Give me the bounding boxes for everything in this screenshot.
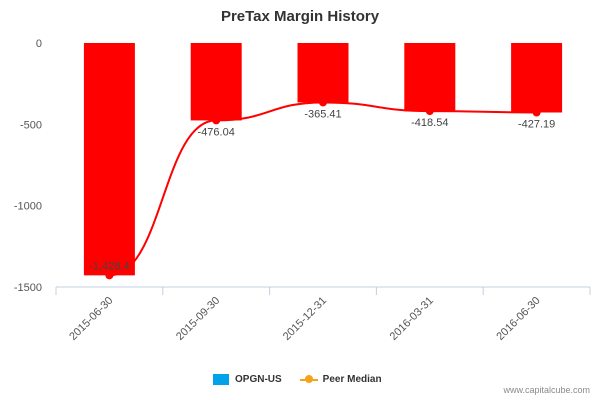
bar-series <box>83 43 563 276</box>
y-tick-label: -1000 <box>14 201 42 213</box>
x-tick-label: 2015-12-31 <box>281 295 329 343</box>
peer-median-marker <box>212 116 221 125</box>
legend-label-opgn: OPGN-US <box>235 374 282 385</box>
data-label: -476.04 <box>198 126 235 138</box>
y-tick-label: -500 <box>20 119 42 131</box>
y-tick-label: -1500 <box>14 282 42 294</box>
x-tick-label: 2015-09-30 <box>174 295 222 343</box>
x-tick-label: 2015-06-30 <box>67 295 115 343</box>
y-tick-label: 0 <box>36 38 42 50</box>
x-tick-label: 2016-06-30 <box>494 295 542 343</box>
bar <box>83 43 135 276</box>
peer-median-line <box>109 101 537 277</box>
x-tick-label: 2016-03-31 <box>388 295 436 343</box>
legend-bar-swatch <box>213 374 229 385</box>
data-label: -1,428.4 <box>89 260 129 272</box>
peer-median-marker <box>532 108 541 117</box>
peer-median-marker <box>425 107 434 116</box>
y-axis-labels: 0 -500 -1000 -1500 <box>14 38 42 294</box>
bar <box>511 43 563 113</box>
data-labels: -1,428.4 -476.04 -365.41 -418.54 -427.19 <box>89 108 555 272</box>
peer-median-marker <box>105 271 114 280</box>
source-credit: www.capitalcube.com <box>503 385 590 395</box>
chart-title: PreTax Margin History <box>220 8 380 25</box>
bar <box>404 43 456 112</box>
data-label: -427.19 <box>518 118 555 130</box>
bar <box>190 43 242 121</box>
peer-median-marker <box>319 98 327 107</box>
legend-line-swatch <box>299 374 318 385</box>
x-axis: 2015-06-30 2015-09-30 2015-12-31 2016-03-31… <box>55 286 591 343</box>
bar <box>297 43 349 103</box>
legend: OPGN-US Peer Median <box>213 374 400 385</box>
legend-item-opgn[interactable]: OPGN-US <box>213 374 282 385</box>
data-label: -418.54 <box>411 117 448 129</box>
peer-median-series <box>105 98 541 280</box>
data-label: -365.41 <box>304 108 341 120</box>
legend-label-peer-median: Peer Median <box>322 374 382 385</box>
legend-item-peer-median[interactable]: Peer Median <box>299 374 382 385</box>
